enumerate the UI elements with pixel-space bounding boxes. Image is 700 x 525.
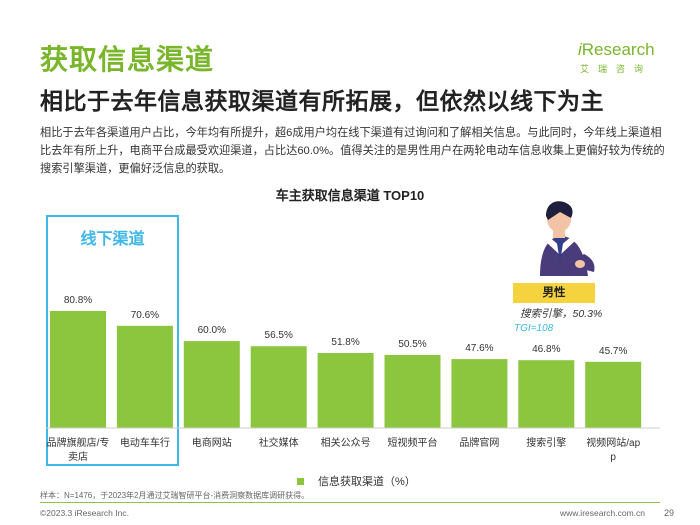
sample-note: 样本：N=1476，于2023年2月通过艾瑞智研平台-消费洞察数据库调研获得。	[40, 491, 310, 500]
page-number: 29	[664, 508, 675, 518]
category-label-5: 短视频平台	[388, 436, 438, 449]
offline-channel-highlight-box	[46, 215, 179, 466]
category-label-0: 品牌旗舰店/专卖店	[47, 436, 110, 463]
bar-2	[183, 341, 240, 428]
category-label-7: 搜索引擎	[526, 436, 566, 449]
page-title: 获取信息渠道	[40, 44, 215, 75]
value-label-1: 70.6%	[131, 310, 159, 321]
category-label-6: 品牌官网	[459, 436, 499, 449]
male-tgi: TGI=108	[514, 323, 554, 334]
iresearch-logo: iResearch 艾瑞咨询	[578, 36, 668, 76]
value-label-2: 60.0%	[198, 325, 226, 336]
copyright-text: ©2023.3 iResearch Inc.	[40, 508, 129, 518]
bar-6	[451, 359, 508, 428]
value-label-7: 46.8%	[532, 344, 560, 355]
bar-0	[50, 311, 106, 428]
offline-channel-label: 线下渠道	[80, 231, 145, 248]
logo-chinese: 艾瑞咨询	[580, 64, 653, 74]
bar-4	[317, 353, 374, 428]
category-label-1: 电动车车行	[120, 436, 170, 449]
chart-legend: 信息获取渠道（%）	[297, 473, 416, 489]
logo-i: i	[578, 40, 582, 59]
bar-1	[116, 325, 173, 428]
male-search-stat: 搜索引擎，50.3%	[520, 308, 603, 320]
category-label-4: 相关公众号	[321, 436, 371, 449]
website-text: www.iresearch.com.cn	[560, 508, 646, 518]
value-label-4: 51.8%	[331, 337, 359, 348]
footer-divider	[40, 502, 660, 503]
category-label-2: 电商网站	[192, 436, 232, 449]
chart-title: 车主获取信息渠道 TOP10	[275, 188, 425, 203]
bar-group	[50, 311, 642, 428]
legend-swatch	[297, 477, 304, 485]
legend-label: 信息获取渠道（%）	[318, 476, 416, 488]
category-label-3: 社交媒体	[259, 436, 299, 449]
value-label-3: 56.5%	[265, 330, 293, 341]
male-person-icon	[540, 201, 595, 276]
bar-8	[585, 361, 642, 428]
value-label-5: 50.5%	[398, 339, 426, 350]
value-label-0: 80.8%	[64, 295, 92, 306]
category-label-8: 视频网站/ap p	[586, 436, 640, 463]
bar-3	[250, 346, 307, 428]
value-label-group: 80.8% 70.6% 60.0% 56.5% 51.8% 50.5% 47.6% 46.8%…	[64, 295, 628, 357]
summary-paragraph: 相比于去年各渠道用户占比，今年均有所提升，超6成用户均在线下渠道有过询问和了解相…	[40, 127, 665, 175]
logo-research: Research	[581, 40, 655, 59]
value-label-6: 47.6%	[465, 343, 493, 354]
bar-5	[384, 354, 441, 428]
bar-7	[518, 360, 575, 428]
logo-wordmark: iResearch	[578, 40, 655, 60]
value-label-8: 45.7%	[599, 346, 627, 357]
male-label-badge: 男性	[513, 283, 595, 303]
page-subtitle: 相比于去年信息获取渠道有所拓展，但依然以线下为主	[40, 88, 604, 114]
